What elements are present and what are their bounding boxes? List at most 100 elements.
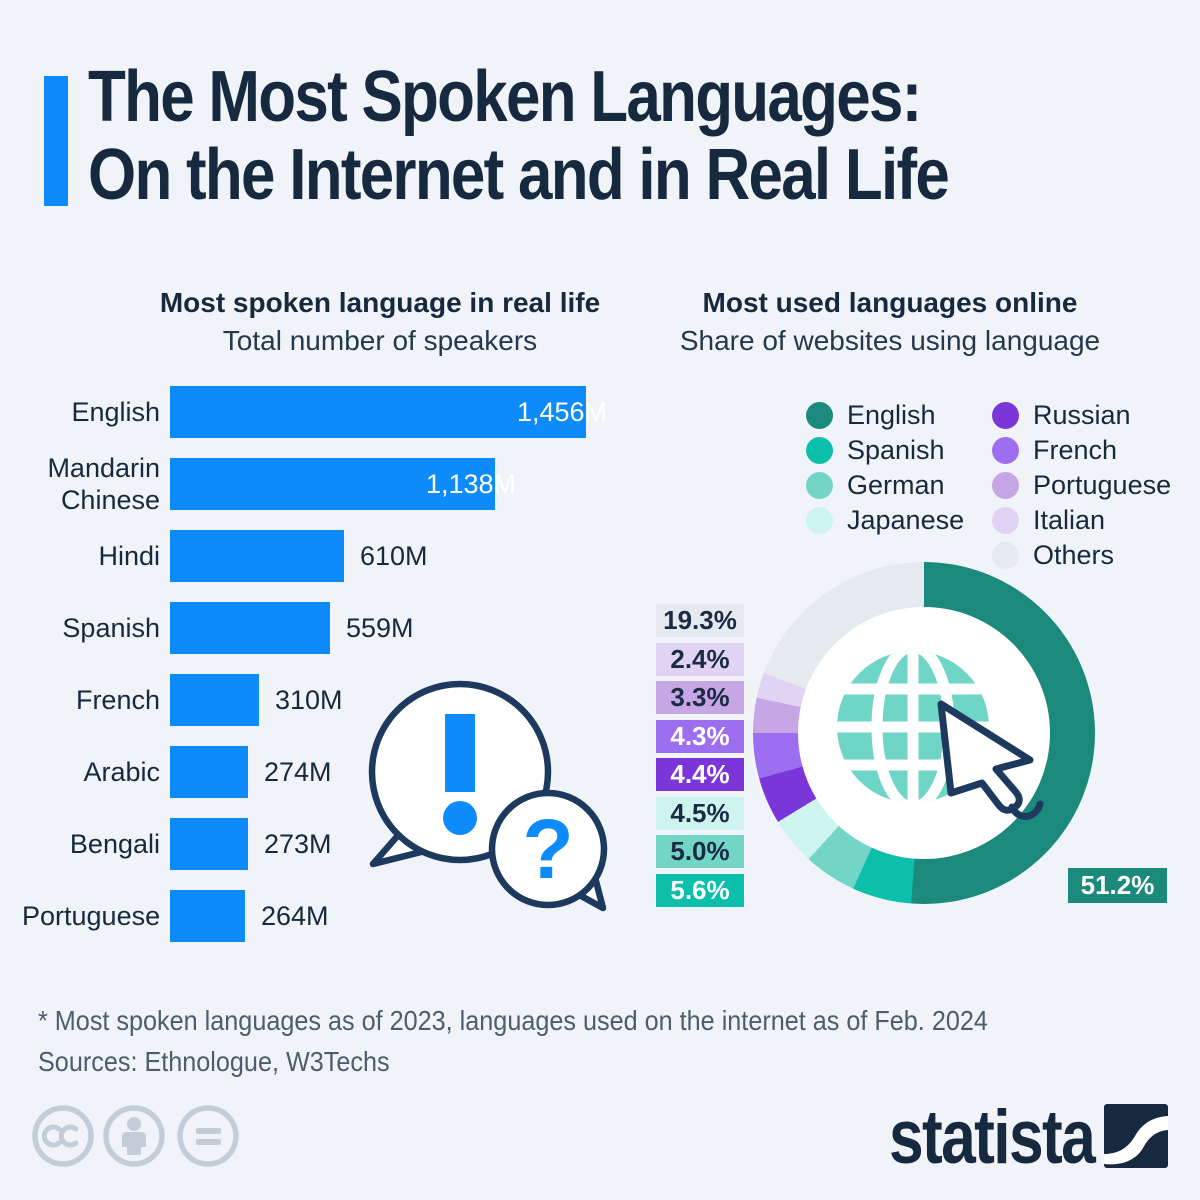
- question-glyph: ?: [522, 802, 573, 896]
- percent-badge-french: 4.3%: [656, 719, 744, 753]
- legend-dot-icon: [806, 507, 833, 534]
- donut-chart-subtitle: Share of websites using language: [679, 325, 1101, 356]
- legend-item: Russian: [992, 398, 1171, 433]
- bar-row: Arabic 274M: [22, 736, 622, 808]
- percent-badge-japanese: 4.5%: [656, 796, 744, 830]
- legend-column: Russian French Portuguese Italian Others: [992, 398, 1171, 573]
- bar-row: French 310M: [22, 664, 622, 736]
- percent-badge-portuguese: 3.3%: [656, 681, 744, 714]
- legend-dot-icon: [806, 472, 833, 499]
- bar-chart-header: Most spoken language in real life Total …: [60, 284, 700, 360]
- speech-bubbles-illustration: ?: [368, 680, 608, 912]
- percent-badge-others: 19.3%: [656, 604, 744, 637]
- legend-label: Spanish: [847, 435, 945, 465]
- bar-track: 264M: [170, 890, 622, 942]
- bar-track: 310M: [170, 674, 622, 726]
- donut-percent-stack: 19.3% 2.4% 3.3% 4.3% 4.4% 4.5% 5.0% 5.6%: [656, 604, 744, 907]
- legend-dot-icon: [806, 402, 833, 429]
- legend-dot-icon: [992, 542, 1019, 569]
- exclamation-glyph: [443, 714, 477, 835]
- legend-label: Others: [1033, 540, 1115, 570]
- legend-item: English: [806, 398, 992, 433]
- footnote-line2: Sources: Ethnologue, W3Techs: [38, 1046, 390, 1077]
- statista-logo: statista: [888, 1095, 1096, 1180]
- bar-value-label: 610M: [360, 541, 428, 571]
- bar: [170, 674, 259, 726]
- percent-badge-italian: 2.4%: [656, 642, 744, 676]
- legend-label: English: [847, 400, 936, 430]
- bar-row: Bengali 273M: [22, 808, 622, 880]
- percent-badge-russian: 4.4%: [656, 758, 744, 791]
- bar: [170, 530, 344, 582]
- legend-item: German: [806, 468, 992, 503]
- bar-category-label: Portuguese: [22, 900, 161, 931]
- bar-category-label: Mandarin Chinese: [47, 452, 160, 515]
- cursor-icon: [937, 700, 1044, 820]
- bar-value-label: 274M: [264, 757, 332, 787]
- page-title-line1: The Most Spoken Languages:: [88, 57, 922, 137]
- legend-label: Japanese: [847, 505, 965, 535]
- bar-row: Hindi 610M: [22, 520, 622, 592]
- bar-value-label: 1,456M: [516, 397, 607, 427]
- bar-category-label: Hindi: [98, 540, 160, 571]
- legend-item: French: [992, 433, 1171, 468]
- bar-track: 559M: [170, 602, 622, 654]
- legend-dot-icon: [806, 437, 833, 464]
- legend-dot-icon: [992, 507, 1019, 534]
- bar: [170, 386, 586, 438]
- bar-row: English 1,456M: [22, 376, 622, 448]
- donut-legend: English Spanish German Japanese Russian Frenc…: [806, 398, 1171, 573]
- bar-category-label: Arabic: [83, 756, 160, 787]
- globe-cursor-illustration: [837, 651, 1044, 820]
- bar-track: 1,456M: [170, 386, 622, 438]
- legend-column: English Spanish German Japanese: [806, 398, 992, 573]
- legend-item: Japanese: [806, 503, 992, 538]
- bar-chart-subtitle: Total number of speakers: [222, 325, 538, 356]
- legend-label: French: [1033, 435, 1118, 465]
- percent-badge-german: 5.0%: [656, 835, 744, 868]
- bar-category-label: French: [75, 684, 160, 715]
- bar: [170, 602, 330, 654]
- legend-item: Others: [992, 538, 1171, 573]
- bar: [170, 818, 248, 870]
- bar-value-label: 273M: [264, 829, 332, 859]
- legend-dot-icon: [992, 472, 1019, 499]
- bar-category-label: English: [71, 396, 160, 427]
- legend-dot-icon: [992, 402, 1019, 429]
- cc-license-icons: [32, 1105, 239, 1167]
- bar: [170, 458, 495, 510]
- title-accent-bar: [44, 76, 68, 206]
- bar-value-label: 1,138M: [425, 469, 516, 499]
- bar-value-label: 310M: [275, 685, 343, 715]
- donut-hole: [798, 607, 1050, 859]
- cc-no-derivatives-icon: [177, 1105, 239, 1167]
- legend-item: Spanish: [806, 433, 992, 468]
- cc-attribution-icon: [103, 1105, 165, 1167]
- bar-track: 1,138M: [170, 458, 622, 510]
- donut-chart-title: Most used languages online: [702, 287, 1078, 318]
- bar-track: 274M: [170, 746, 622, 798]
- page-title-line2: On the Internet and in Real Life: [88, 135, 950, 215]
- bar-chart: English 1,456M Mandarin Chinese 1,138M Hindi…: [22, 376, 622, 952]
- legend-label: Portuguese: [1033, 470, 1172, 500]
- legend-item: Italian: [992, 503, 1171, 538]
- percent-badge-spanish: 5.6%: [656, 873, 744, 907]
- legend-label: German: [847, 470, 945, 500]
- bar-track: 273M: [170, 818, 622, 870]
- donut-chart: [753, 562, 1095, 904]
- bar-category-label: Spanish: [62, 612, 160, 643]
- bar: [170, 890, 245, 942]
- legend-label: Italian: [1033, 505, 1106, 535]
- bar-value-label: 559M: [346, 613, 414, 643]
- footnote: * Most spoken languages as of 2023, lang…: [38, 1000, 988, 1082]
- bar-value-label: 264M: [261, 901, 329, 931]
- legend-label: Russian: [1033, 400, 1131, 430]
- page-title: The Most Spoken Languages: On the Intern…: [88, 57, 950, 215]
- bar-row: Portuguese 264M: [22, 880, 622, 952]
- bar-row: Mandarin Chinese 1,138M: [22, 448, 622, 520]
- question-speech-bubble-icon: [488, 789, 608, 909]
- statista-logo-mark: [1104, 1104, 1168, 1168]
- legend-dot-icon: [992, 437, 1019, 464]
- legend-item: Portuguese: [992, 468, 1171, 503]
